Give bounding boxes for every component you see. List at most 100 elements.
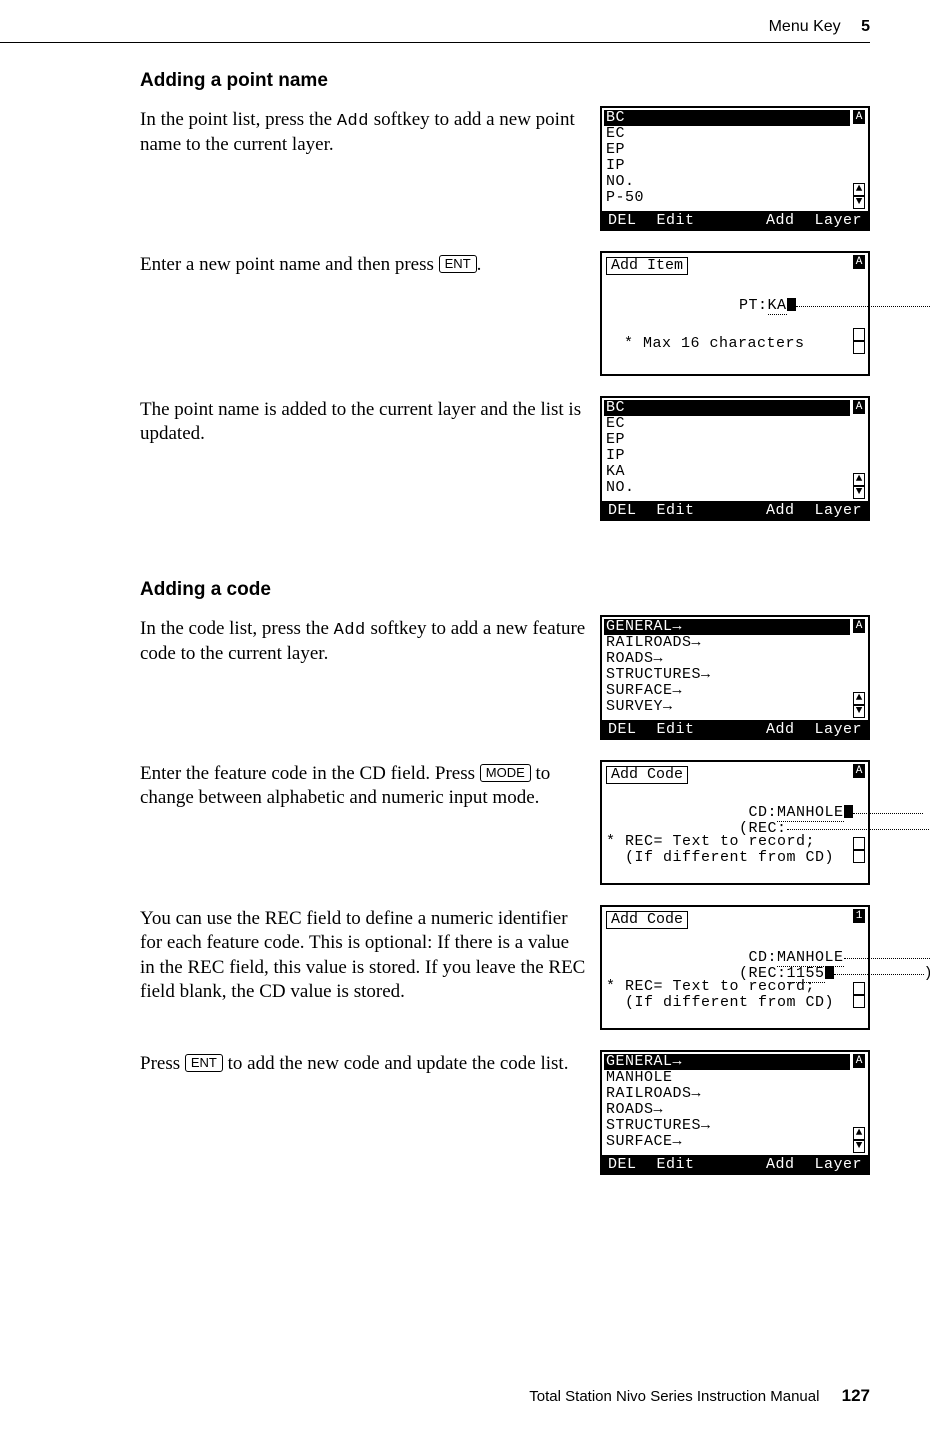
list-item: BC <box>604 110 850 126</box>
list-item: RAILROADS→ <box>604 635 850 651</box>
hint-text: * Max 16 characters <box>622 336 805 352</box>
scroll-indicator-icon: ▼ <box>853 486 865 499</box>
list-item: KA <box>604 464 850 480</box>
step-row: You can use the REC field to define a nu… <box>140 905 870 1030</box>
hint-text: * REC= Text to record; <box>604 834 850 850</box>
scroll-indicator-icon <box>853 328 865 341</box>
step-text: In the code list, press the Add softkey … <box>140 615 586 666</box>
softkey-del: DEL <box>608 722 637 737</box>
hint-text: * REC= Text to record; <box>604 979 850 995</box>
lcd-screenshot: GENERAL→ MANHOLE RAILROADS→ ROADS→ STRUC… <box>600 1050 870 1175</box>
field-value: KA <box>768 297 787 314</box>
lcd-code-list-before: GENERAL→ RAILROADS→ ROADS→ STRUCTURES→ S… <box>600 615 870 740</box>
step-text: The point name is added to the current l… <box>140 396 586 447</box>
footer-manual-title: Total Station Nivo Series Instruction Ma… <box>529 1388 819 1405</box>
lcd-point-list-after: BC EC EP IP KA NO. A ▲▼ DEL Edit <box>600 396 870 521</box>
softkey-add: Add <box>766 503 795 518</box>
list-item: EP <box>604 432 850 448</box>
list-item: SURFACE→ <box>604 1134 850 1150</box>
lcd-softkey-bar: DEL Edit Add Layer <box>602 1155 868 1173</box>
lcd-add-code-numeric: Add Code CD:MANHOLE (REC:1155) * REC= Te… <box>600 905 870 1030</box>
softkey-layer: Layer <box>814 503 862 518</box>
step-row: The point name is added to the current l… <box>140 396 870 521</box>
lcd-screenshot: Add Item PT:KA * Max 16 characters A <box>600 251 870 376</box>
running-footer: Total Station Nivo Series Instruction Ma… <box>529 1386 870 1406</box>
mode-indicator: A <box>853 255 865 269</box>
scroll-indicator-icon: ▲ <box>853 1127 865 1140</box>
step-row: Enter the feature code in the CD field. … <box>140 760 870 885</box>
list-item: EP <box>604 142 850 158</box>
step-text: Enter a new point name and then press EN… <box>140 251 586 277</box>
step-row: In the point list, press the Add softkey… <box>140 106 870 231</box>
text-cursor-icon <box>825 966 834 979</box>
list-item: RAILROADS→ <box>604 1086 850 1102</box>
softkey-add: Add <box>766 722 795 737</box>
lcd-point-list-before: BC EC EP IP NO. P-50 A ▲▼ DEL Edit <box>600 106 870 231</box>
field-label: CD: <box>739 804 777 821</box>
list-item: ROADS→ <box>604 651 850 667</box>
lcd-softkey-bar: DEL Edit Add Layer <box>602 720 868 738</box>
softkey-del: DEL <box>608 503 637 518</box>
step-text: Press ENT to add the new code and update… <box>140 1050 586 1076</box>
text-cursor-icon <box>787 298 796 311</box>
softkey-edit: Edit <box>657 213 695 228</box>
list-item: SURFACE→ <box>604 683 850 699</box>
softkey-edit: Edit <box>657 503 695 518</box>
list-item: STRUCTURES→ <box>604 1118 850 1134</box>
dialog-title: Add Code <box>606 766 688 784</box>
scroll-indicator-icon: ▼ <box>853 196 865 209</box>
input-underline <box>834 974 924 975</box>
field-label: CD: <box>739 949 777 966</box>
mode-indicator: A <box>853 619 865 633</box>
hint-text: (If different from CD) <box>604 995 850 1011</box>
scroll-indicator-icon: ▲ <box>853 473 865 486</box>
page: Menu Key 5 Adding a point name In the po… <box>0 0 930 1432</box>
scroll-indicator-icon <box>853 341 865 354</box>
softkey-layer: Layer <box>814 213 862 228</box>
field-label: PT: <box>739 297 768 314</box>
scroll-indicator-icon: ▲ <box>853 692 865 705</box>
section-title-adding-point-name: Adding a point name <box>140 70 870 92</box>
running-header: Menu Key 5 <box>769 18 870 36</box>
scroll-indicator-icon: ▼ <box>853 1140 865 1153</box>
header-section: Menu Key <box>769 18 841 35</box>
field-value: MANHOLE <box>777 949 844 966</box>
mode-indicator: 1 <box>853 909 865 923</box>
keycap-ent: ENT <box>439 255 477 273</box>
list-item: EC <box>604 126 850 142</box>
scroll-indicator-icon <box>853 850 865 863</box>
list-item: GENERAL→ <box>604 619 850 635</box>
scroll-indicator-icon <box>853 982 865 995</box>
text-fragment: In the code list, press the <box>140 618 334 639</box>
list-item: NO. <box>604 174 850 190</box>
lcd-screenshot: Add Code CD:MANHOLE (REC:1155) * REC= Te… <box>600 905 870 1030</box>
softkey-layer: Layer <box>814 1157 862 1172</box>
step-text: In the point list, press the Add softkey… <box>140 106 586 157</box>
step-row: Press ENT to add the new code and update… <box>140 1050 870 1175</box>
lcd-screenshot: BC EC EP IP NO. P-50 A ▲▼ DEL Edit <box>600 106 870 231</box>
list-item: ROADS→ <box>604 1102 850 1118</box>
section-title-adding-code: Adding a code <box>140 579 870 601</box>
list-item: EC <box>604 416 850 432</box>
list-item: IP <box>604 158 850 174</box>
text-fragment: . <box>477 254 482 275</box>
hint-text: (If different from CD) <box>604 850 850 866</box>
content: Adding a point name In the point list, p… <box>140 70 870 1195</box>
text-fragment: In the point list, press the <box>140 109 337 130</box>
list-item: IP <box>604 448 850 464</box>
scroll-indicator-icon: ▲ <box>853 183 865 196</box>
mode-indicator: A <box>853 400 865 414</box>
header-chapter-number: 5 <box>861 18 870 35</box>
keycap-ent: ENT <box>185 1054 223 1072</box>
softkey-add: Add <box>766 213 795 228</box>
dialog-title: Add Item <box>606 257 688 275</box>
footer-page-number: 127 <box>842 1386 870 1405</box>
softkey-edit: Edit <box>657 1157 695 1172</box>
mode-indicator: A <box>853 764 865 778</box>
lcd-screenshot: BC EC EP IP KA NO. A ▲▼ DEL Edit <box>600 396 870 521</box>
softkey-del: DEL <box>608 213 637 228</box>
text-fragment: Press <box>140 1053 185 1074</box>
lcd-add-code-alpha: Add Code CD:MANHOLE (REC:) * REC= Text t… <box>600 760 870 885</box>
text-fragment: Enter a new point name and then press <box>140 254 439 275</box>
lcd-code-list-after: GENERAL→ MANHOLE RAILROADS→ ROADS→ STRUC… <box>600 1050 870 1175</box>
